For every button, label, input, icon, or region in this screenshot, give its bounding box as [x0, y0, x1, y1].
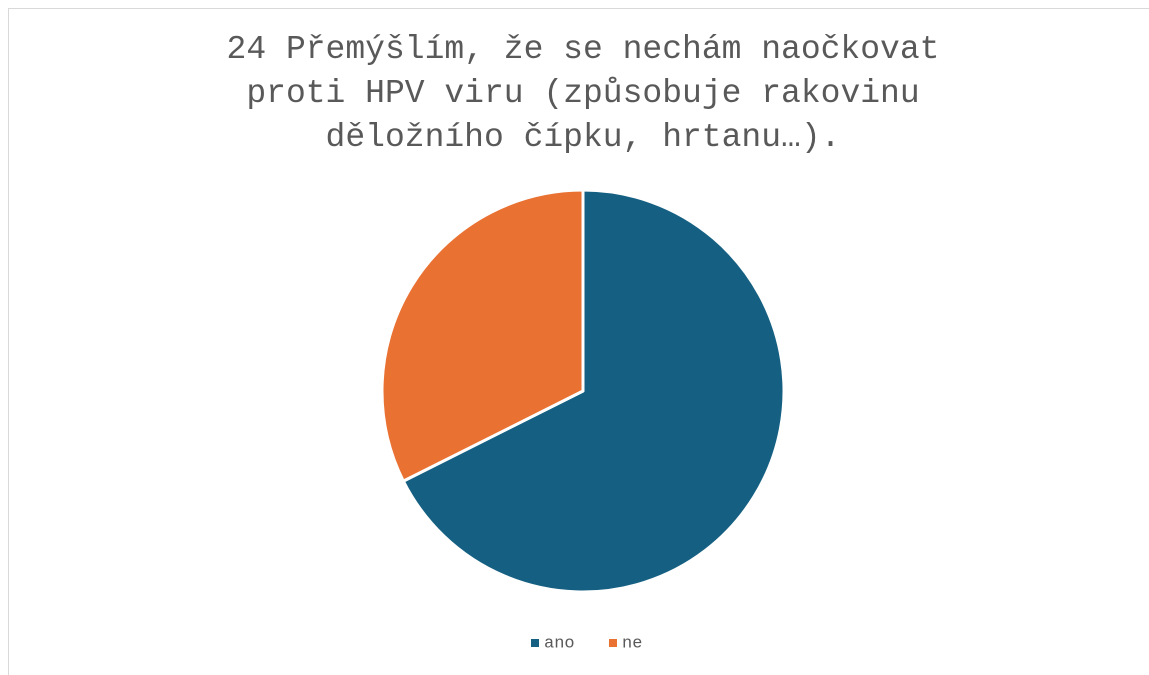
chart-title: 24 Přemýšlím, že se nechám naočkovat pro… — [226, 31, 940, 156]
legend-label: ano — [544, 634, 575, 653]
legend-label: ne — [622, 634, 642, 653]
legend-swatch — [609, 639, 617, 647]
pie-slice — [401, 188, 786, 594]
legend-swatch — [531, 639, 539, 647]
pie-slice — [380, 188, 585, 483]
chart-frame — [8, 8, 1149, 675]
